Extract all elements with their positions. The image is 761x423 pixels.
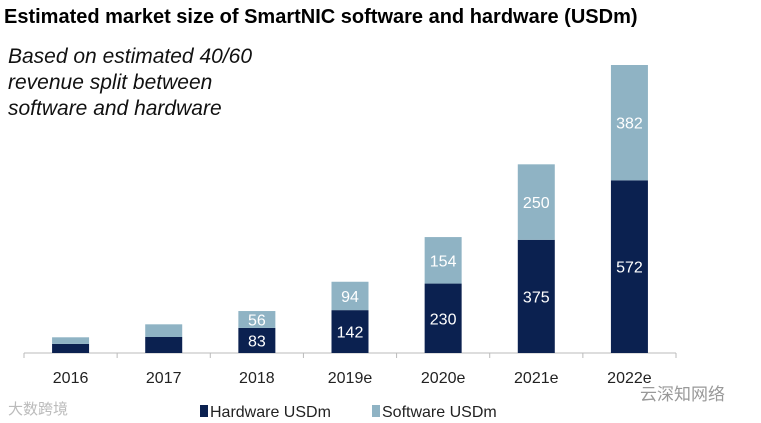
bar-software xyxy=(145,324,183,337)
data-label: 94 xyxy=(341,289,359,306)
bar-hardware xyxy=(517,239,555,353)
legend-label: Hardware USDm xyxy=(210,404,331,421)
bar-software xyxy=(331,281,369,311)
bar-hardware xyxy=(424,283,462,353)
data-label: 375 xyxy=(523,289,550,306)
watermark-left: 大数跨境 xyxy=(8,401,69,418)
bar-software xyxy=(517,164,555,240)
bar-hardware xyxy=(331,310,369,353)
data-label: 572 xyxy=(616,260,643,277)
data-label: 382 xyxy=(616,116,643,133)
bar-software xyxy=(238,311,276,328)
data-label: 230 xyxy=(430,311,457,328)
x-tick-label: 2019e xyxy=(328,370,373,387)
bar-hardware xyxy=(52,343,90,353)
bar-hardware xyxy=(238,327,276,353)
bar-hardware xyxy=(145,337,183,353)
bar-software xyxy=(424,237,462,284)
data-label: 142 xyxy=(337,325,364,342)
bar-software xyxy=(610,65,648,181)
legend-swatch xyxy=(200,405,208,417)
annotation-line: software and hardware xyxy=(8,97,222,120)
x-tick-label: 2017 xyxy=(146,370,182,387)
data-label: 56 xyxy=(248,312,266,329)
x-tick-label: 2016 xyxy=(53,370,89,387)
bar-hardware xyxy=(610,180,648,353)
annotation-line: revenue split between xyxy=(8,71,213,94)
data-label: 250 xyxy=(523,195,550,212)
x-tick-label: 2021e xyxy=(514,370,559,387)
chart-title: Estimated market size of SmartNIC softwa… xyxy=(4,6,638,28)
x-tick-label: 2020e xyxy=(421,370,466,387)
annotation-line: Based on estimated 40/60 xyxy=(8,45,253,68)
legend-swatch xyxy=(372,405,380,417)
legend-label: Software USDm xyxy=(382,404,497,421)
data-label: 154 xyxy=(430,253,457,270)
watermark-right: 云深知网络 xyxy=(640,385,725,404)
chart-annotation: Based on estimated 40/60 revenue split b… xyxy=(8,44,308,122)
data-label: 83 xyxy=(248,333,266,350)
bar-software xyxy=(52,337,90,344)
x-tick-label: 2018 xyxy=(239,370,275,387)
x-tick-label: 2022e xyxy=(607,370,652,387)
